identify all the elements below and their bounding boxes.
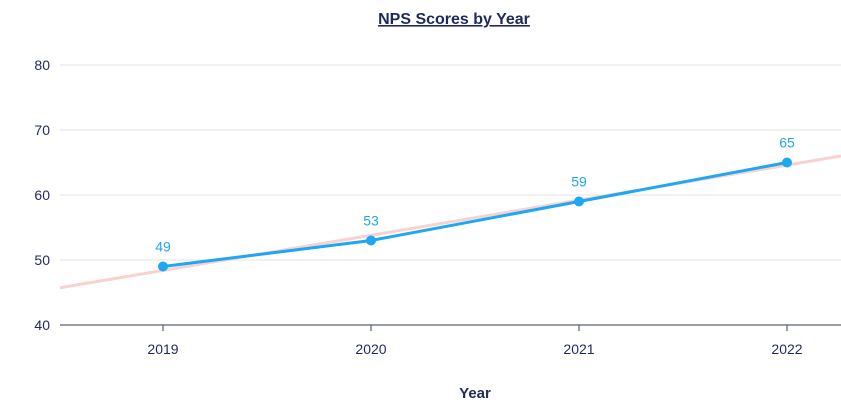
axes xyxy=(60,324,841,331)
data-point xyxy=(782,157,792,168)
y-tick-label: 50 xyxy=(34,252,50,268)
x-tick-label: 2019 xyxy=(147,341,178,357)
y-tick-label: 70 xyxy=(34,122,50,138)
data-label: 59 xyxy=(571,174,587,190)
x-tick-label: 2021 xyxy=(563,341,594,357)
data-point xyxy=(158,261,168,272)
x-axis-title: Year xyxy=(459,385,491,402)
x-tick-label: 2020 xyxy=(355,341,386,357)
data-label: 49 xyxy=(155,239,171,255)
y-tick-label: 80 xyxy=(34,57,50,73)
y-tick-label: 40 xyxy=(34,317,50,333)
data-point xyxy=(366,235,376,246)
series-layer xyxy=(158,157,792,272)
data-label: 53 xyxy=(363,213,379,229)
chart-title: NPS Scores by Year xyxy=(378,11,530,28)
labels-layer: 40 50 60 70 80 2019 2020 2021 2022 49 53 59 65 xyxy=(34,57,802,357)
data-label: 65 xyxy=(779,135,795,151)
series-line xyxy=(161,161,789,268)
x-tick-label: 2022 xyxy=(771,341,802,357)
data-point xyxy=(574,196,584,207)
gridlines xyxy=(60,64,841,261)
y-tick-label: 60 xyxy=(34,187,50,203)
